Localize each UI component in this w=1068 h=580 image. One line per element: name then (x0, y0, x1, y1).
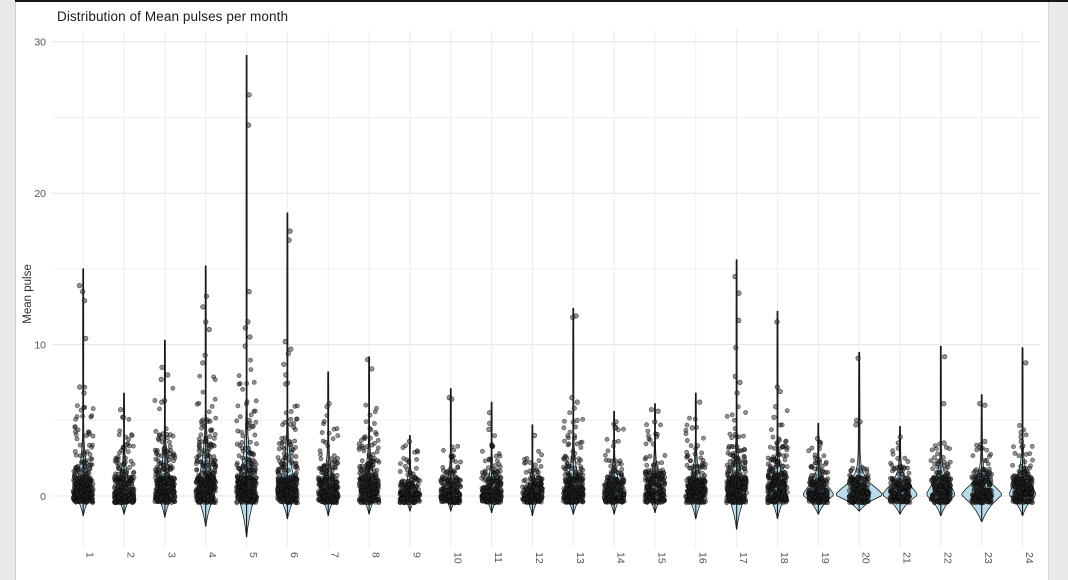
right-page-margin (1048, 0, 1068, 580)
y-axis-title: Mean pulse (22, 264, 34, 324)
x-tick-label: 11 (492, 552, 504, 563)
jitter-points (887, 434, 913, 505)
jitter-points (642, 407, 668, 505)
y-tick-label: 20 (34, 188, 46, 200)
x-tick-label: 23 (982, 552, 994, 564)
x-tick-label: 19 (819, 552, 831, 564)
jitter-points (193, 293, 219, 505)
x-tick-label: 4 (206, 552, 218, 558)
jitter-points (275, 228, 300, 506)
x-tick-label: 5 (247, 552, 259, 558)
x-tick-label: 10 (451, 552, 463, 564)
violin-month-11 (479, 401, 504, 514)
violin-month-23 (961, 394, 1003, 523)
violin-month-5 (234, 55, 259, 538)
violin-month-13 (560, 307, 586, 515)
left-page-margin (0, 0, 16, 580)
jitter-points (438, 395, 463, 506)
jitter-points (111, 407, 137, 506)
violin-month-6 (275, 212, 300, 520)
violin-month-1 (70, 268, 96, 517)
jitter-points (1010, 360, 1035, 505)
y-tick-label: 30 (34, 37, 46, 49)
violin-month-20 (835, 351, 883, 512)
jitter-points (315, 401, 341, 506)
x-tick-label: 24 (1023, 552, 1035, 564)
y-axis-labels: 0 10 20 30 (34, 37, 46, 503)
jitter-points (765, 319, 790, 506)
jitter-points (234, 92, 259, 506)
violin-month-2 (111, 392, 137, 515)
x-tick-label: 18 (778, 552, 790, 564)
jitter-points (928, 354, 954, 506)
jitter-points (479, 410, 504, 506)
jitter-points (520, 432, 545, 505)
violin-month-8 (356, 356, 382, 515)
violin-month-24 (1009, 347, 1036, 517)
violin-month-3 (152, 339, 178, 518)
violin-month-9 (397, 435, 423, 512)
violin-month-16 (683, 392, 708, 520)
x-tick-label: 1 (84, 552, 96, 558)
violin-month-18 (765, 310, 790, 520)
jitter-points (724, 273, 749, 506)
jitter-points (397, 438, 423, 506)
violin-month-12 (520, 424, 545, 517)
violin-month-17 (724, 259, 749, 530)
x-tick-label: 2 (125, 552, 137, 558)
jitter-points (356, 357, 382, 506)
x-tick-label: 20 (860, 552, 872, 564)
jitter-points (846, 355, 872, 506)
x-tick-label: 16 (696, 552, 708, 564)
x-tick-label: 21 (901, 552, 913, 564)
violin-month-7 (315, 371, 341, 517)
x-tick-label: 15 (655, 552, 667, 564)
y-tick-label: 0 (40, 491, 46, 503)
x-tick-label: 14 (615, 552, 627, 564)
jitter-points (70, 283, 96, 505)
jitter-points (601, 419, 627, 506)
jitter-points (683, 399, 708, 506)
violin-month-15 (642, 403, 668, 514)
x-tick-label: 17 (737, 552, 749, 564)
jitter-points (152, 364, 178, 505)
chart-title: Distribution of Mean pulses per month (57, 9, 289, 24)
jitter-points (969, 401, 994, 506)
violin-month-19 (802, 422, 834, 515)
x-tick-label: 8 (370, 552, 382, 558)
jitter-points (806, 435, 831, 506)
window-top-border (15, 0, 1068, 2)
x-tick-label: 6 (288, 552, 300, 558)
x-tick-label: 13 (574, 552, 586, 564)
x-tick-label: 3 (165, 552, 177, 558)
x-tick-label: 12 (533, 552, 545, 564)
violin-month-10 (438, 388, 463, 512)
violin-month-4 (193, 265, 219, 527)
x-axis-labels: 1 2 3 4 5 6 7 8 9 10 11 12 13 14 15 16 17 18 19 20 21 22 23 24 (84, 552, 1035, 564)
jitter-points (560, 313, 586, 505)
x-tick-label: 22 (941, 552, 953, 564)
violin-month-21 (882, 426, 918, 515)
violin-month-22 (926, 345, 956, 517)
x-tick-label: 7 (329, 552, 341, 558)
x-tick-label: 9 (410, 552, 422, 558)
violin-month-14 (601, 410, 627, 515)
y-tick-label: 10 (34, 339, 46, 351)
